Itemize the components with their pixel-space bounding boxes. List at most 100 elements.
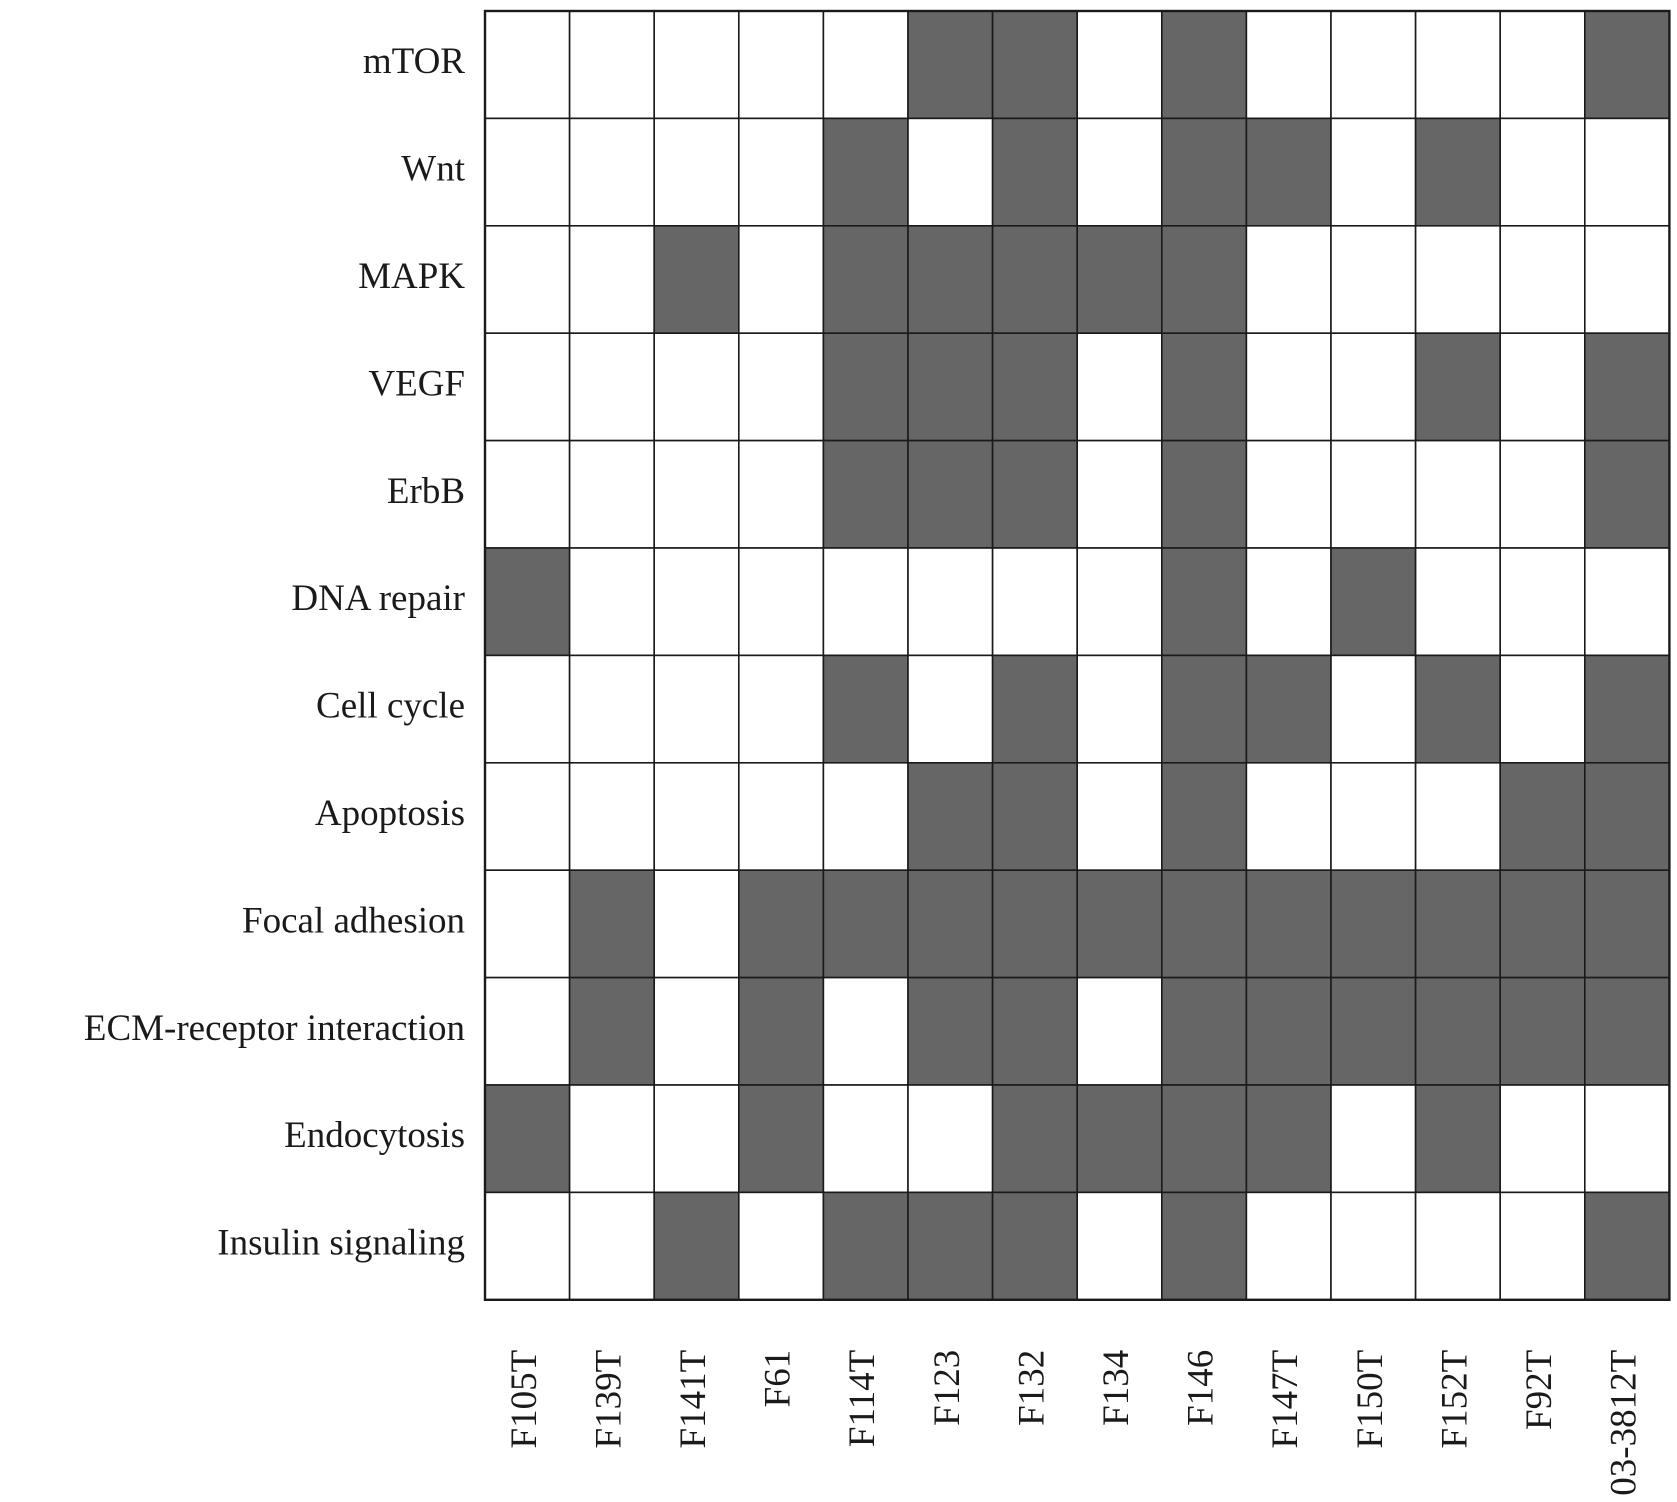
heatmap-cell — [822, 547, 909, 657]
heatmap-cell — [1161, 225, 1248, 335]
heatmap-cell — [1076, 976, 1163, 1086]
heatmap-cell — [1584, 117, 1671, 227]
heatmap-cell — [1161, 439, 1248, 549]
heatmap-cell — [1584, 439, 1671, 549]
heatmap-cell — [568, 439, 655, 549]
heatmap-cell — [1414, 117, 1501, 227]
heatmap-cell — [568, 547, 655, 657]
heatmap-cell — [568, 332, 655, 442]
column-label: F105T — [504, 1350, 545, 1449]
heatmap-cell — [653, 654, 740, 764]
heatmap-cell — [1414, 654, 1501, 764]
heatmap-cell — [1499, 332, 1586, 442]
heatmap-cell — [737, 654, 825, 764]
heatmap-cell — [737, 761, 825, 871]
heatmap-cell — [653, 976, 740, 1086]
heatmap-cell — [484, 1084, 571, 1194]
heatmap-cell — [1499, 654, 1586, 764]
heatmap-cell — [1414, 1191, 1501, 1301]
heatmap-cell — [1330, 1084, 1417, 1194]
heatmap-cell — [822, 654, 909, 764]
heatmap-cell — [991, 761, 1078, 871]
heatmap-cell — [568, 1191, 655, 1301]
heatmap-cell — [822, 10, 909, 120]
heatmap-cell — [653, 1084, 740, 1194]
heatmap-cell — [1330, 869, 1417, 979]
heatmap-cell — [1499, 547, 1586, 657]
heatmap-cell — [1584, 332, 1671, 442]
heatmap-cell — [1584, 1084, 1671, 1194]
column-label: F132 — [1011, 1350, 1052, 1426]
row-label: Insulin signaling — [217, 1223, 465, 1264]
heatmap-cell — [737, 332, 825, 442]
heatmap-cell — [1076, 869, 1163, 979]
heatmap-cell — [737, 1084, 825, 1194]
heatmap-cell — [653, 1191, 740, 1301]
heatmap-cell — [1245, 117, 1332, 227]
heatmap-cell — [484, 10, 571, 120]
heatmap-cell — [484, 439, 571, 549]
heatmap-cell — [484, 654, 571, 764]
heatmap-cell — [484, 332, 571, 442]
heatmap-cell — [1076, 654, 1163, 764]
heatmap-cell — [1245, 1191, 1332, 1301]
column-label: F152T — [1434, 1350, 1475, 1449]
heatmap-cell — [1245, 869, 1332, 979]
heatmap-cell — [822, 976, 909, 1086]
heatmap-cell — [991, 1191, 1078, 1301]
heatmap-cell — [991, 225, 1078, 335]
heatmap-cell — [991, 869, 1078, 979]
heatmap-cell — [907, 332, 994, 442]
column-label: F114T — [842, 1350, 883, 1447]
heatmap-cell — [737, 869, 825, 979]
row-label: Apoptosis — [315, 793, 465, 834]
heatmap-cell — [1161, 761, 1248, 871]
heatmap-cell — [1414, 10, 1501, 120]
heatmap-cell — [484, 117, 571, 227]
heatmap-cell — [1330, 117, 1417, 227]
row-label: Wnt — [401, 149, 465, 190]
heatmap-cell — [822, 869, 909, 979]
heatmap-cell — [907, 117, 994, 227]
heatmap-cell — [484, 547, 571, 657]
heatmap-cell — [822, 332, 909, 442]
heatmap-cell — [737, 117, 825, 227]
heatmap-cell — [1330, 1191, 1417, 1301]
heatmap-cell — [1499, 225, 1586, 335]
heatmap-cell — [568, 1084, 655, 1194]
heatmap-cell — [568, 761, 655, 871]
heatmap-cell — [1161, 1084, 1248, 1194]
heatmap-cells — [484, 10, 1671, 1301]
column-label: F150T — [1350, 1350, 1391, 1449]
heatmap-cell — [737, 439, 825, 549]
heatmap-cell — [1414, 869, 1501, 979]
heatmap-cell — [653, 761, 740, 871]
heatmap-cell — [991, 439, 1078, 549]
heatmap-cell — [1076, 225, 1163, 335]
heatmap-cell — [1076, 332, 1163, 442]
heatmap-cell — [991, 10, 1078, 120]
heatmap-cell — [737, 976, 825, 1086]
heatmap-cell — [568, 10, 655, 120]
heatmap-cell — [907, 547, 994, 657]
heatmap-cell — [1076, 117, 1163, 227]
heatmap-cell — [1330, 225, 1417, 335]
heatmap-cell — [907, 1084, 994, 1194]
heatmap-cell — [907, 761, 994, 871]
row-label: Endocytosis — [284, 1115, 465, 1156]
heatmap-cell — [1076, 10, 1163, 120]
heatmap-cell — [1499, 761, 1586, 871]
heatmap-cell — [1245, 976, 1332, 1086]
heatmap-cell — [1414, 439, 1501, 549]
column-labels: F105T F139T F141T F61 F114T F123 F132 F134 F146 F… — [504, 1350, 1645, 1496]
heatmap-cell — [737, 225, 825, 335]
column-label: F123 — [927, 1350, 968, 1426]
heatmap-cell — [568, 869, 655, 979]
heatmap-cell — [1330, 761, 1417, 871]
heatmap-cell — [1245, 332, 1332, 442]
heatmap-cell — [1499, 117, 1586, 227]
heatmap-cell — [1245, 1084, 1332, 1194]
heatmap-cell — [1330, 10, 1417, 120]
heatmap-cell — [1499, 976, 1586, 1086]
heatmap-cell — [1414, 1084, 1501, 1194]
